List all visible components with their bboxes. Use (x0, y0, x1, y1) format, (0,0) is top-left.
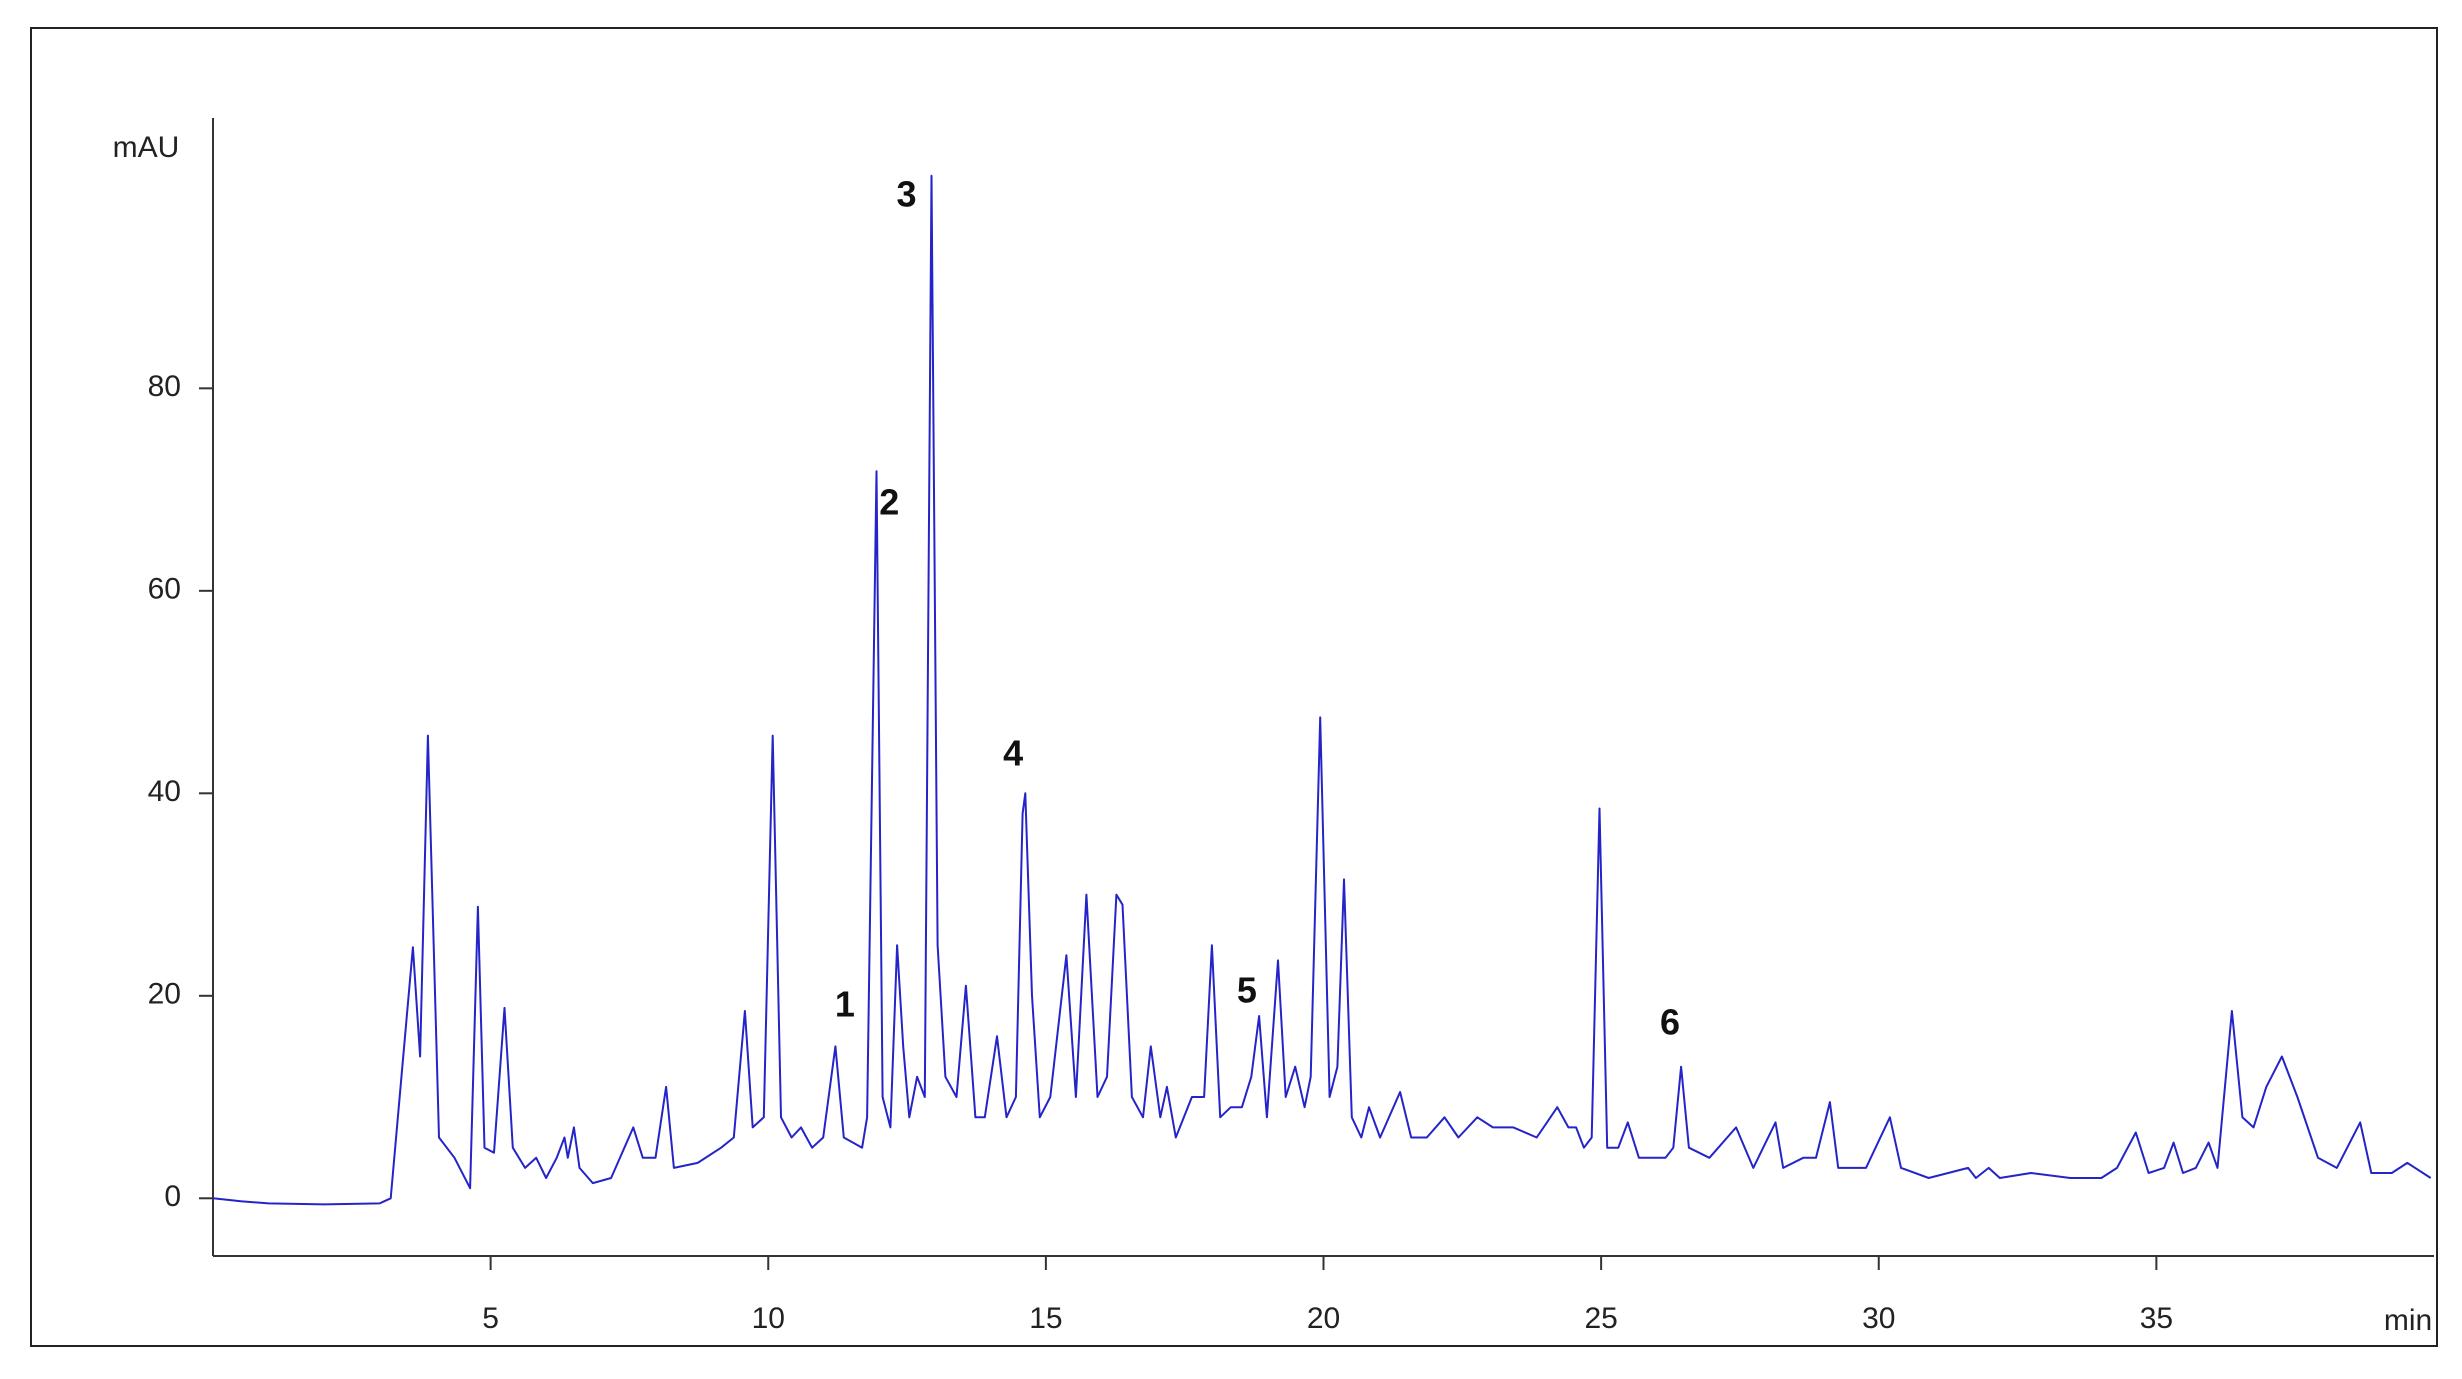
peak-label: 6 (1660, 1002, 1680, 1043)
peak-label: 1 (835, 983, 855, 1024)
x-axis-label: min (2384, 1304, 2432, 1337)
x-tick-label: 25 (1584, 1302, 1617, 1335)
x-tick-label: 15 (1029, 1302, 1062, 1335)
y-tick-label: 20 (148, 978, 181, 1011)
y-tick-label: 60 (148, 573, 181, 606)
x-tick-label: 5 (482, 1302, 499, 1335)
x-tick-label: 10 (752, 1302, 785, 1335)
peak-label: 4 (1003, 732, 1023, 773)
x-tick-label: 20 (1307, 1302, 1340, 1335)
y-tick-label: 40 (148, 775, 181, 808)
x-tick-label: 30 (1862, 1302, 1895, 1335)
peak-label: 5 (1237, 969, 1257, 1010)
x-tick-label: 35 (2140, 1302, 2173, 1335)
frame (30, 27, 2438, 1347)
peak-label: 3 (896, 173, 916, 214)
trace (212, 174, 2432, 1206)
y-tick-label: 80 (148, 370, 181, 403)
peak-label: 2 (879, 481, 899, 522)
y-tick-label: 0 (164, 1180, 181, 1213)
y-axis-label: mAU (113, 131, 180, 164)
